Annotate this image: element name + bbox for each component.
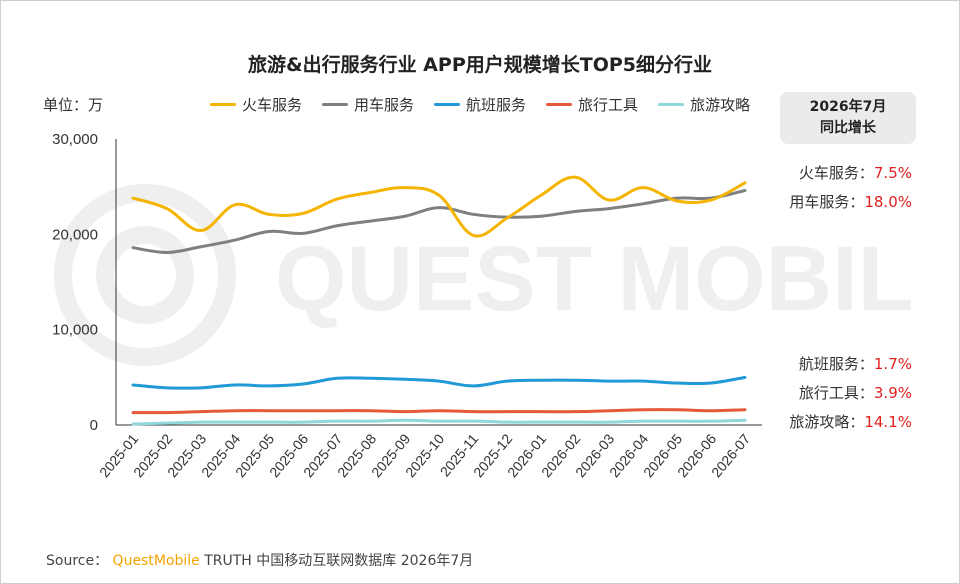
growth-row-tools: 旅行工具：3.9% [730, 382, 912, 403]
legend-label: 用车服务 [354, 96, 415, 114]
watermark-logo: QUEST MOBILE [54, 184, 920, 366]
growth-row-guide: 旅游攻略：14.1% [730, 411, 912, 432]
growth-panel-header: 2026年7月 同比增长 [780, 92, 916, 144]
series-line-tools [131, 408, 747, 415]
series-line-flight [131, 375, 747, 390]
chart-legend: 火车服务 用车服务 航班服务 旅行工具 旅游攻略 [210, 94, 750, 115]
growth-row-car: 用车服务：18.0% [730, 191, 912, 212]
y-tick-label: 20,000 [52, 226, 98, 243]
growth-header-line2: 同比增长 [820, 120, 876, 136]
legend-item-car: 用车服务 [322, 94, 414, 115]
growth-label: 火车服务： [798, 164, 874, 182]
growth-value: 18.0% [864, 193, 912, 211]
growth-label: 旅游攻略： [789, 413, 865, 431]
legend-label: 航班服务 [466, 96, 527, 114]
legend-label: 火车服务 [242, 96, 303, 114]
growth-value: 7.5% [873, 164, 912, 182]
growth-row-train: 火车服务：7.5% [730, 162, 912, 183]
chart-title: 旅游&出行服务行业 APP用户规模增长TOP5细分行业 [248, 54, 712, 76]
series-line-guide [131, 418, 747, 426]
legend-swatch [546, 103, 573, 106]
y-unit-label: 单位：万 [43, 96, 104, 114]
y-tick-label: 10,000 [52, 322, 98, 339]
growth-value: 3.9% [873, 384, 912, 402]
source-footer: Source： QuestMobile TRUTH 中国移动互联网数据库 202… [46, 550, 473, 570]
legend-swatch [322, 103, 349, 106]
legend-swatch [658, 103, 685, 106]
legend-label: 旅行工具 [578, 96, 639, 114]
source-brand: QuestMobile [112, 553, 200, 569]
growth-value: 14.1% [864, 413, 912, 431]
legend-swatch [210, 103, 236, 106]
source-prefix: Source： [46, 553, 109, 569]
legend-item-guide: 旅游攻略 [658, 94, 750, 115]
growth-header-line1: 2026年7月 [809, 99, 887, 115]
legend-item-flight: 航班服务 [434, 94, 526, 115]
growth-row-flight: 航班服务：1.7% [730, 353, 912, 374]
series-line-car [131, 188, 747, 254]
y-tick-label: 0 [90, 417, 98, 434]
source-suffix: TRUTH 中国移动互联网数据库 2026年7月 [204, 553, 474, 569]
legend-item-tools: 旅行工具 [546, 94, 638, 115]
growth-value: 1.7% [873, 355, 912, 373]
legend-label: 旅游攻略 [690, 96, 751, 114]
growth-label: 旅行工具： [798, 384, 874, 402]
watermark-text: QUEST MOBILE [275, 228, 920, 330]
y-tick-label: 30,000 [52, 131, 98, 148]
growth-label: 用车服务： [789, 193, 865, 211]
growth-label: 航班服务： [798, 355, 874, 373]
legend-item-train: 火车服务 [210, 94, 302, 115]
legend-swatch [434, 103, 461, 106]
